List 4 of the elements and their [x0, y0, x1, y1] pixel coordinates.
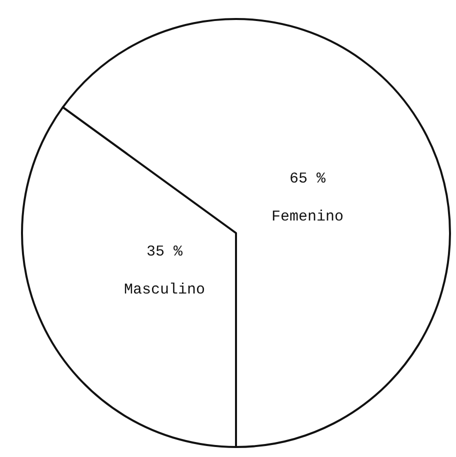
data-label: 35 %: [146, 243, 184, 260]
slice-label: Masculino: [124, 281, 206, 298]
slice-label: Femenino: [271, 208, 344, 226]
data-label: 65 %: [289, 170, 326, 188]
